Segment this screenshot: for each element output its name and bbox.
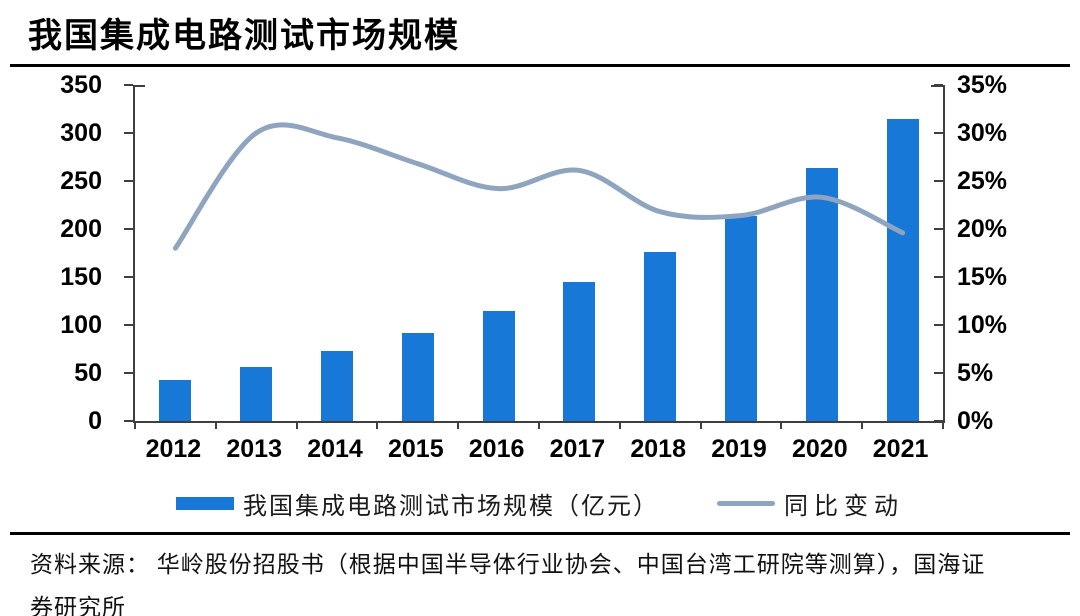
x-axis-tick-mark (376, 421, 379, 429)
source-divider (10, 532, 1070, 535)
line-series-swatch-icon (717, 501, 775, 506)
x-axis-category-label: 2018 (630, 435, 686, 463)
left-axis-tick-label: 300 (60, 119, 102, 147)
right-axis-tick-label: 0% (957, 407, 994, 435)
legend-line-label: 同比变动 (784, 494, 904, 520)
right-axis-tick-mark (934, 180, 943, 182)
page-title: 我国集成电路测试市场规模 (28, 17, 460, 55)
right-axis-tick-mark (934, 372, 943, 374)
left-axis-tick-mark (124, 132, 133, 134)
left-axis-tick-label: 200 (60, 215, 102, 243)
x-axis-tick-mark (618, 421, 621, 429)
x-axis-category-label: 2014 (307, 435, 363, 463)
x-axis-category-label: 2019 (711, 435, 767, 463)
right-axis-tick-mark (934, 132, 943, 134)
right-axis-tick-label: 25% (957, 167, 1008, 195)
left-axis-corner-mark (135, 85, 145, 87)
x-axis-tick-mark (134, 421, 136, 429)
source-line-1: 资料来源： 华岭股份招股书（根据中国半导体行业协会、中国台湾工研院等测算），国海… (30, 552, 986, 577)
right-axis-tick-mark (934, 324, 943, 326)
bar (644, 252, 677, 421)
right-axis-tick-label: 35% (957, 71, 1008, 99)
right-axis-tick-label: 10% (957, 311, 1008, 339)
left-axis-tick-mark (124, 324, 133, 326)
left-axis-tick-mark (124, 180, 133, 182)
right-axis-tick-label: 30% (957, 119, 1008, 147)
bar (886, 118, 919, 421)
right-axis-corner-mark (931, 85, 943, 87)
bar-series-swatch-icon (176, 497, 234, 510)
left-axis-tick-label: 0 (88, 407, 102, 435)
bar (401, 332, 434, 421)
bar (725, 215, 757, 421)
legend-bar-label: 我国集成电路测试市场规模（亿元） (243, 494, 659, 520)
plot-area (124, 84, 945, 429)
yoy-line-path (172, 122, 906, 251)
bar (482, 310, 515, 421)
right-axis-tick-mark (934, 228, 943, 230)
right-axis-tick-label: 20% (957, 215, 1008, 243)
x-axis-category-label: 2020 (791, 435, 848, 463)
legend-item-yoy-change: 同比变动 (717, 486, 904, 521)
x-axis-tick-mark (861, 421, 864, 429)
bar (805, 167, 838, 421)
left-axis-tick-mark (124, 84, 133, 86)
bar (563, 281, 596, 421)
left-axis-tick-label: 150 (60, 263, 102, 291)
x-axis-category-label: 2015 (387, 435, 444, 463)
left-axis-tick-mark (124, 420, 133, 422)
bar (321, 350, 353, 421)
x-axis-category-label: 2017 (549, 435, 606, 463)
right-axis-tick-mark (934, 276, 943, 278)
bar (240, 367, 273, 421)
x-axis-tick-mark (214, 421, 217, 429)
left-axis-tick-label: 350 (60, 71, 102, 99)
left-axis-tick-label: 50 (74, 359, 102, 387)
yoy-line-series (172, 122, 906, 251)
x-axis-tick-mark (457, 421, 460, 429)
x-axis-category-label: 2016 (468, 435, 525, 463)
x-axis-tick-mark (780, 421, 783, 429)
bar (159, 379, 192, 421)
x-axis-category-label: 2021 (872, 435, 929, 463)
right-axis-tick-label: 15% (957, 263, 1008, 291)
legend-item-market-size: 我国集成电路测试市场规模（亿元） (176, 486, 659, 521)
left-axis-tick-label: 250 (60, 167, 102, 195)
x-axis-category-label: 2012 (145, 435, 202, 463)
source-line-2: 券研究所 (30, 595, 126, 616)
x-axis-tick-mark (942, 421, 944, 429)
title-divider (10, 64, 1070, 67)
left-axis-tick-mark (124, 276, 133, 278)
left-axis-tick-mark (124, 228, 133, 230)
right-axis-tick-label: 5% (957, 359, 994, 387)
x-axis-tick-mark (699, 421, 702, 429)
x-axis-category-label: 2013 (226, 435, 282, 463)
left-axis-tick-mark (124, 372, 133, 374)
left-axis-tick-label: 100 (60, 311, 102, 339)
x-axis-tick-mark (295, 421, 298, 429)
chart-legend: 我国集成电路测试市场规模（亿元） 同比变动 (0, 486, 1080, 521)
right-axis-tick-mark (934, 420, 943, 422)
x-axis-tick-mark (538, 421, 540, 429)
